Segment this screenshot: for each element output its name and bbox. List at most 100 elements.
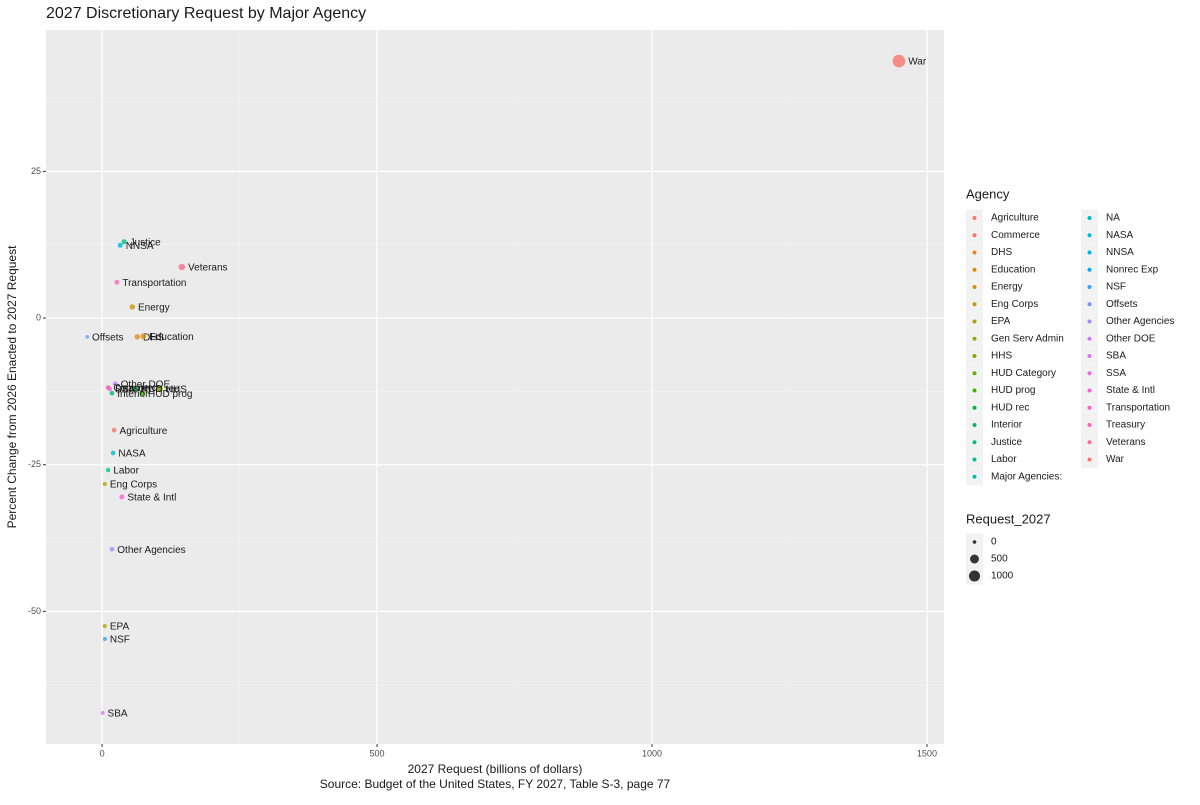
legend-label: Major Agencies: [991,471,1062,482]
point-label: Transportation [122,278,186,289]
legend-label: NASA [1106,230,1134,241]
point-label: DHS [143,332,164,343]
point-label: SBA [108,709,128,720]
legend-marker [1087,354,1092,358]
legend-label: SSA [1106,368,1126,379]
legend-label: DHS [991,247,1012,258]
legend-marker [972,336,977,341]
legend-marker [972,233,977,238]
legend-marker [1087,216,1092,220]
legend-marker [972,285,977,289]
legend-label: NNSA [1106,247,1134,258]
legend-marker [972,371,977,376]
legend-label: HUD Category [991,368,1056,379]
legend-label: Veterans [1106,437,1145,448]
legend-label: Labor [991,454,1017,465]
point-label: HUD prog [148,389,192,400]
point-label: SSA [115,385,135,396]
point-label: HHS [166,385,187,396]
legend-label: Education [991,264,1035,275]
point [140,333,147,340]
point [102,636,107,642]
legend-marker [1087,267,1092,272]
point-label: Other Agencies [117,545,185,556]
legend-marker [972,405,977,410]
y-axis-label: Percent Change from 2026 Enacted to 2027… [5,245,19,529]
legend-marker [1087,423,1092,427]
point [109,390,115,396]
point [105,385,111,391]
legend-marker [1087,250,1092,255]
point [132,385,138,392]
legend-marker [1087,457,1092,462]
point-label: NSF [110,635,130,646]
legend-label: Offsets [1106,299,1138,310]
point-label: Offsets [92,332,124,343]
point [178,263,186,271]
legend-marker [972,302,977,307]
x-tick-label: 500 [370,748,385,758]
legend-label: Energy [991,282,1023,293]
size-legend-label: 0 [991,537,997,548]
point-label: NNSA [126,241,154,252]
legend-label: NA [1106,213,1120,224]
caption: Source: Budget of the United States, FY … [320,777,671,791]
point [109,546,115,552]
point-label: Labor [113,466,139,477]
legend-label: Nonrec Exp [1106,264,1159,275]
legend-label: Eng Corps [991,299,1038,310]
x-tick-label: 1000 [642,748,662,758]
legend-marker [972,474,977,479]
legend-marker [972,388,977,393]
point-label: Justice [130,237,162,248]
point [134,334,141,340]
point [892,54,906,68]
size-legend-marker [968,570,981,582]
legend-marker [972,267,977,272]
y-tick-label: -50 [28,606,41,616]
legend-marker [972,216,977,220]
legend-marker [1087,440,1092,445]
legend-label: NSF [1106,282,1126,293]
point [114,279,120,285]
legend-marker [972,457,977,462]
point-label: NASA [118,449,146,460]
y-tick-label: -25 [28,459,41,469]
size-legend-title: Request_2027 [966,511,1051,526]
legend-label: Other Agencies [1106,316,1174,327]
point [110,450,116,456]
point-label: Commerce [113,383,162,394]
legend-label: EPA [991,316,1011,327]
point-label: HUD rec [141,384,179,395]
legend-marker [972,354,977,358]
point-label: EPA [110,622,130,633]
legend-label: Agriculture [991,213,1039,224]
legend-label: HUD prog [991,385,1035,396]
point-label: Treasury [113,384,152,395]
point [105,467,111,473]
x-tick-label: 1500 [917,748,937,758]
panel [46,30,944,744]
legend-label: Gen Serv Admin [991,333,1064,344]
legend-label: War [1106,454,1125,465]
legend-marker [1087,371,1092,376]
point [102,482,107,487]
legend-label: Treasury [1106,420,1145,431]
legend-marker [972,319,977,324]
legend-label: Justice [991,437,1023,448]
legend-label: Commerce [991,230,1040,241]
legend-title: Agency [966,186,1010,201]
legend-marker [1087,319,1092,324]
point [156,386,163,393]
point-label: Agriculture [120,426,168,437]
point [119,494,125,500]
point [85,335,90,339]
legend-label: Interior [991,420,1023,431]
size-legend-marker [972,540,977,544]
point-label: Eng Corps [110,480,157,491]
legend-label: HUD rec [991,402,1029,413]
legend-marker [1087,233,1092,238]
point [129,304,136,310]
chart-title: 2027 Discretionary Request by Major Agen… [46,5,366,22]
point [102,624,107,629]
